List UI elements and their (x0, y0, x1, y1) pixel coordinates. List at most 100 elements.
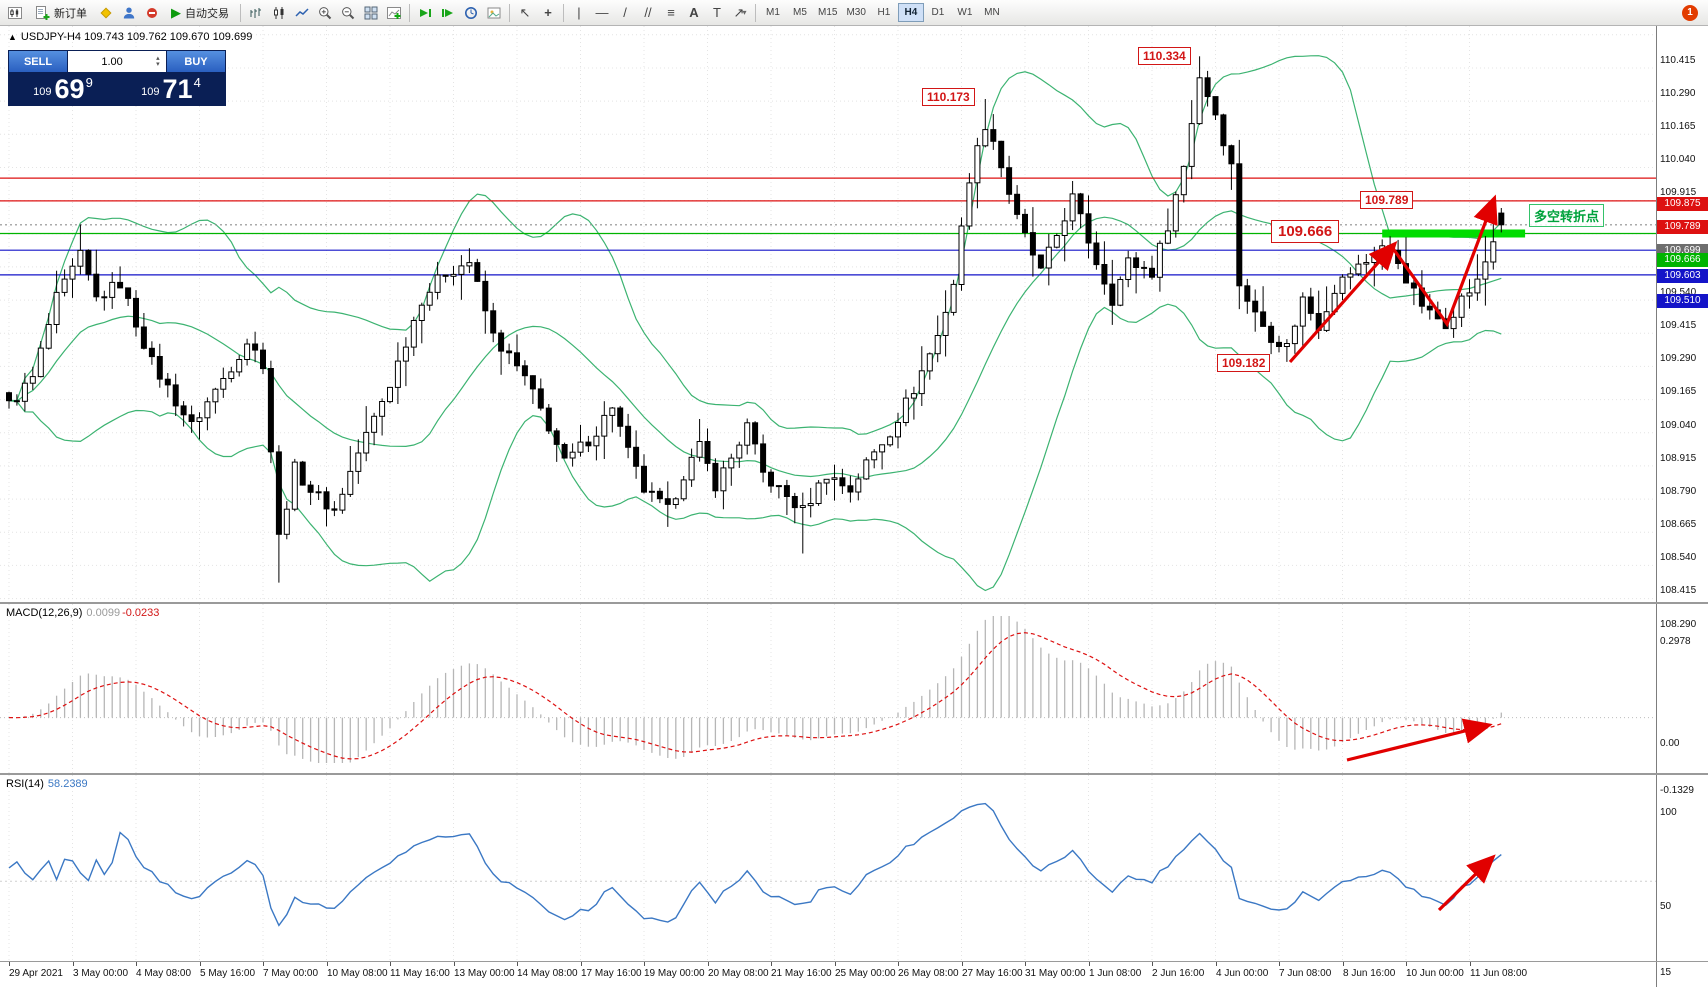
timeframe-m30-button[interactable]: M30 (842, 3, 869, 22)
price-callout-110334[interactable]: 110.334 (1138, 47, 1191, 65)
rsi-value: 58.2389 (47, 778, 88, 790)
sell-price-point: 9 (85, 75, 93, 90)
time-axis[interactable]: 29 Apr 2021 3 May 00:00 4 May 08:00 5 May 1… (0, 962, 1656, 987)
toolbar-separator (755, 3, 756, 22)
time-axis-label: 1 Jun 08:00 (1089, 968, 1142, 979)
text-tool-icon[interactable]: A (689, 5, 699, 20)
time-axis-label: 11 Jun 08:00 (1470, 968, 1528, 979)
tile-windows-icon[interactable] (360, 3, 382, 23)
chart-symbol: USDJPY-H4 (20, 31, 82, 43)
buy-button[interactable]: BUY (167, 51, 225, 72)
macd-label: MACD(12,26,9) 0.0099 -0.0233 (6, 607, 159, 619)
chart-title: ▲ USDJPY-H4 109.743 109.762 109.670 109.6… (8, 31, 252, 43)
price-axis-tick: 110.415 (1660, 55, 1696, 66)
timeframe-m5-button[interactable]: M5 (787, 3, 813, 22)
sell-price-base: 109 (33, 86, 52, 98)
cycles-icon[interactable] (460, 3, 482, 23)
macd-name: MACD(12,26,9) (6, 607, 83, 619)
price-callout-110173[interactable]: 110.173 (922, 88, 975, 106)
chart-shift-icon[interactable] (437, 3, 459, 23)
timeframe-w1-button[interactable]: W1 (952, 3, 978, 22)
timeframe-h4-button[interactable]: H4 (897, 3, 924, 22)
price-axis-tick: 109.915 (1660, 187, 1697, 198)
cursor-icon[interactable]: ↖ (519, 5, 531, 20)
indicators-icon[interactable] (383, 3, 405, 23)
price-axis-tick: 109.540 (1660, 287, 1697, 298)
rsi-scale-50: 50 (1660, 901, 1672, 912)
buy-price[interactable]: 109 71 4 (117, 72, 225, 105)
timeframe-m15-button[interactable]: M15 (814, 3, 841, 22)
timeframe-d1-button[interactable]: D1 (925, 3, 951, 22)
time-axis-label: 7 Jun 08:00 (1279, 968, 1332, 979)
time-axis-label: 11 May 16:00 (390, 968, 450, 979)
vertical-line-tool-icon[interactable]: | (577, 5, 581, 20)
time-axis-label: 27 May 16:00 (962, 968, 1023, 979)
price-callout-109666[interactable]: 109.666 (1271, 220, 1340, 243)
price-callout-109182[interactable]: 109.182 (1217, 354, 1271, 372)
notification-badge[interactable]: 1 (1682, 4, 1698, 21)
price-axis[interactable]: 110.415 110.290 110.165 110.040 109.915 109.7… (1656, 26, 1708, 987)
price-level-tag: 109.603 (1657, 269, 1708, 283)
horizontal-line-tool-icon[interactable]: ― (595, 5, 609, 20)
auto-scroll-icon[interactable] (414, 3, 436, 23)
main-price-chart[interactable] (0, 26, 1656, 602)
volume-input[interactable] (68, 54, 157, 69)
price-axis-tick: 109.040 (1660, 420, 1697, 431)
price-axis-tick: 108.915 (1660, 453, 1697, 464)
rsi-indicator-panel[interactable] (0, 775, 1656, 961)
zoom-in-icon[interactable] (314, 3, 336, 23)
crosshair-icon[interactable]: + (544, 5, 552, 20)
label-tool-icon[interactable]: T (713, 5, 721, 20)
price-axis-tick: 109.415 (1660, 320, 1697, 331)
time-axis-label: 3 May 00:00 (73, 968, 129, 979)
sell-price-pips: 69 (54, 74, 85, 104)
alerts-icon[interactable] (141, 3, 163, 23)
pivot-annotation[interactable]: 多空转折点 (1529, 204, 1605, 227)
chart-window-icon[interactable] (4, 3, 26, 23)
price-axis-tick: 108.790 (1660, 486, 1697, 497)
panel-separator[interactable] (0, 773, 1708, 775)
arrows-tool-icon[interactable]: ↗ ▾ (733, 5, 747, 20)
timeframe-h1-button[interactable]: H1 (871, 3, 897, 22)
buy-price-base: 109 (141, 86, 160, 98)
volume-up-icon[interactable]: ▴ (156, 54, 160, 62)
rsi-scale-15: 15 (1660, 967, 1672, 978)
volume-field: ▴ ▾ (67, 51, 167, 72)
autotrading-button[interactable]: ▶ 自动交易 (164, 3, 236, 23)
panel-separator[interactable] (0, 602, 1708, 604)
line-chart-type-icon[interactable] (291, 3, 313, 23)
time-axis-label: 4 May 08:00 (136, 968, 192, 979)
sell-price[interactable]: 109 69 9 (9, 72, 117, 105)
time-axis-label: 7 May 00:00 (263, 968, 319, 979)
timeframe-mn-button[interactable]: MN (979, 3, 1005, 22)
price-axis-tick: 110.290 (1660, 88, 1696, 99)
zoom-out-icon[interactable] (337, 3, 359, 23)
price-axis-tick: 110.040 (1660, 154, 1696, 165)
time-axis-label: 21 May 16:00 (771, 968, 832, 979)
price-level-tag: 109.666 (1657, 253, 1708, 267)
sell-button[interactable]: SELL (9, 51, 67, 72)
autotrading-play-icon: ▶ (171, 5, 181, 20)
collapse-arrow-icon[interactable]: ▲ (8, 32, 17, 42)
price-axis-tick: 109.165 (1660, 386, 1697, 397)
one-click-trading-panel: SELL ▴ ▾ BUY 109 69 9 109 71 4 (8, 50, 226, 106)
volume-down-icon[interactable]: ▾ (156, 60, 160, 68)
profiles-icon[interactable] (118, 3, 140, 23)
candlestick-chart-type-icon[interactable] (268, 3, 290, 23)
time-axis-label: 17 May 16:00 (581, 968, 642, 979)
fibonacci-tool-icon[interactable]: ≡ (667, 5, 675, 20)
price-axis-tick: 109.290 (1660, 353, 1697, 364)
price-callout-109789[interactable]: 109.789 (1360, 191, 1414, 209)
metaeditor-icon[interactable] (95, 3, 117, 23)
macd-indicator-panel[interactable] (0, 604, 1656, 773)
buy-price-pips: 71 (162, 74, 193, 104)
time-axis-label: 10 May 08:00 (327, 968, 388, 979)
macd-value-signal: -0.0233 (122, 607, 160, 619)
objects-icon[interactable] (483, 3, 505, 23)
new-order-button[interactable]: 新订单 (27, 3, 94, 23)
bar-chart-type-icon[interactable] (245, 3, 267, 23)
channel-tool-icon[interactable]: // (644, 5, 652, 20)
timeframe-m1-button[interactable]: M1 (760, 3, 786, 22)
trendline-tool-icon[interactable]: / (623, 5, 627, 20)
time-axis-label: 8 Jun 16:00 (1343, 968, 1396, 979)
